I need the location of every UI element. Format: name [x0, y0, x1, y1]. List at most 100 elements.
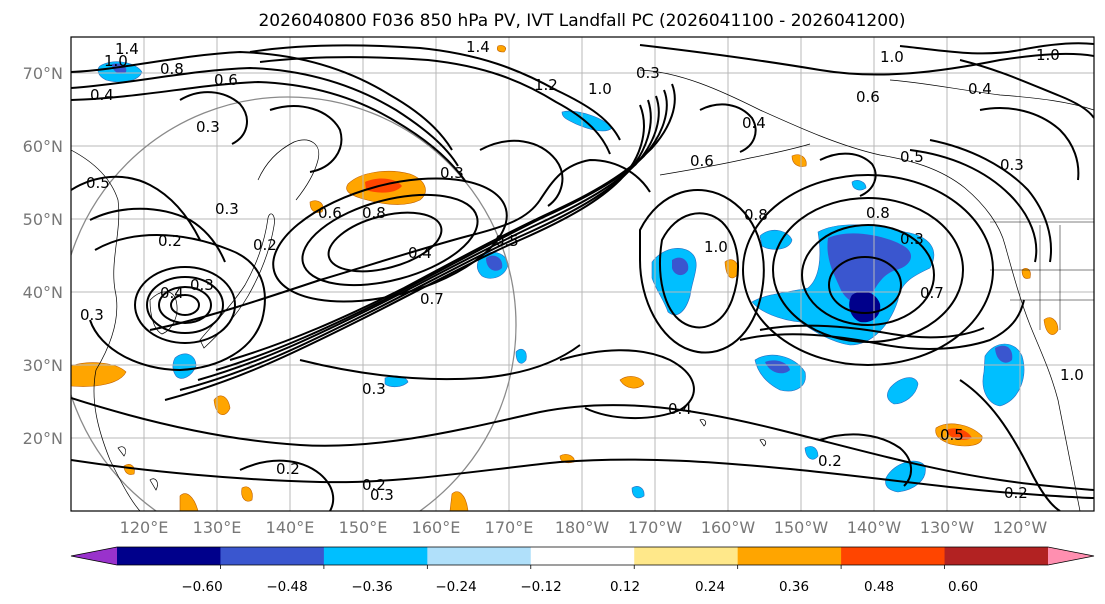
lon-label: 120°E	[120, 518, 169, 537]
shading-red	[946, 428, 972, 440]
contour-line	[71, 66, 459, 167]
shading-light-blue	[982, 343, 1025, 407]
colorbar-segment	[530, 547, 635, 565]
contour-label: 0.4	[90, 86, 114, 104]
contour-line	[759, 324, 985, 339]
contour-label: 0.3	[362, 380, 386, 398]
shading-orange	[449, 491, 469, 511]
contour-label: 0.2	[253, 236, 277, 254]
contour-ring	[272, 177, 508, 303]
contour-labels: 1.4 1.0 0.8 0.4 0.6 0.3 0.5 0.3 0.2 0.2 …	[80, 38, 1084, 504]
shading-light-blue	[631, 486, 645, 499]
colorbar-segment	[944, 547, 1049, 565]
coastlines	[71, 69, 1094, 511]
contour-label: 1.0	[704, 238, 728, 256]
contour-ring	[158, 286, 212, 324]
contour-line	[259, 56, 611, 155]
contour-line	[929, 139, 1052, 263]
colorbar	[70, 546, 1095, 569]
shading-light-blue	[515, 348, 527, 364]
shading-orange	[1043, 317, 1059, 335]
contour-line	[71, 80, 467, 183]
shading-orange	[71, 362, 127, 387]
lon-label: 130°W	[920, 518, 975, 537]
contour-line	[639, 189, 765, 354]
lon-label: 140°E	[266, 518, 315, 537]
contour-label: 0.3	[636, 64, 660, 82]
lon-label: 120°W	[993, 518, 1048, 537]
contour-label: 0.4	[408, 244, 432, 262]
contour-line	[739, 299, 1025, 350]
contour-line	[239, 459, 335, 511]
lat-label: 20°N	[23, 429, 63, 448]
contour-line	[479, 139, 564, 207]
contour-line	[819, 433, 912, 487]
colorbar-segment	[323, 547, 428, 565]
contour-line	[89, 234, 266, 372]
contour-line	[229, 83, 676, 361]
contour-line	[959, 59, 1094, 119]
lon-label: 140°W	[847, 518, 902, 537]
map-content: 1.4 1.0 0.8 0.4 0.6 0.3 0.5 0.3 0.2 0.2 …	[71, 37, 1094, 511]
colorbar-extend-low	[71, 547, 117, 565]
shading-light-blue	[804, 446, 819, 460]
colorbar-tick-label: −0.60	[181, 579, 222, 595]
shading-orange	[619, 376, 645, 389]
lon-label: 170°W	[628, 518, 683, 537]
japan-coast	[199, 213, 275, 349]
contour-label: 0.3	[80, 306, 104, 324]
lat-label: 30°N	[23, 356, 63, 375]
colorbar-segment	[737, 547, 842, 565]
contour-ring	[742, 174, 994, 366]
contour-label: 0.3	[900, 230, 924, 248]
shading-medium-blue	[827, 233, 912, 304]
shading-orange	[496, 45, 506, 53]
contour-line	[819, 152, 877, 197]
shading-layer	[71, 45, 1059, 511]
aleutian-chain	[659, 143, 811, 176]
contour-label: 0.4	[742, 114, 766, 132]
colorbar-outline	[70, 546, 1095, 566]
contour-label: 1.4	[466, 38, 490, 56]
arctic-coast	[889, 79, 1094, 111]
contour-label: 0.3	[215, 200, 239, 218]
shading-orange	[241, 486, 253, 502]
colorbar-extend-high	[1048, 547, 1094, 565]
shading-medium-blue	[995, 345, 1013, 363]
pv-contours	[71, 42, 1094, 511]
contour-label: 1.0	[588, 80, 612, 98]
contour-line	[299, 344, 581, 381]
contour-label: 1.2	[534, 76, 558, 94]
range-circle	[71, 96, 517, 511]
contour-label: 0.6	[318, 204, 342, 222]
contour-ring	[134, 266, 236, 344]
shading-orange	[179, 493, 199, 511]
colorbar-ticks: −0.60 −0.48 −0.36 −0.24 −0.12 0.12 0.24 …	[181, 579, 978, 595]
contour-label: 0.3	[440, 164, 464, 182]
contour-line	[559, 349, 695, 420]
contour-label: 0.5	[86, 174, 110, 192]
contour-label: 0.3	[1000, 156, 1024, 174]
contour-line	[979, 107, 1080, 181]
colorbar-tick-label: 0.12	[610, 579, 640, 595]
lat-label: 70°N	[23, 64, 63, 83]
colorbar-tick-label: 0.24	[695, 579, 725, 595]
contour-line	[71, 397, 1094, 491]
shading-medium-blue	[765, 360, 790, 374]
shading-light-blue	[172, 353, 197, 379]
alaska-coast	[639, 69, 1006, 246]
contour-ring	[146, 276, 224, 334]
colorbar-segment	[220, 547, 325, 565]
contour-label: 0.2	[1004, 484, 1028, 502]
contour-label: 0.3	[370, 486, 394, 504]
contour-label: 0.3	[190, 276, 214, 294]
contour-line	[71, 458, 1094, 499]
shading-light-blue	[561, 110, 613, 132]
contour-line	[699, 103, 757, 153]
colorbar-tick-label: 0.48	[864, 579, 894, 595]
contour-line	[909, 149, 1038, 263]
contour-line	[249, 44, 621, 141]
asia-coast	[71, 149, 141, 511]
contour-label: 0.8	[866, 204, 890, 222]
